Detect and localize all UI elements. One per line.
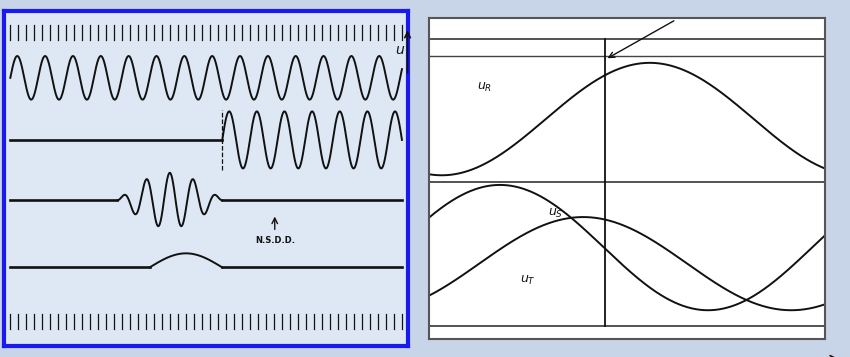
Text: $u_T$: $u_T$ xyxy=(520,274,536,287)
Text: $u_R$: $u_R$ xyxy=(477,81,492,94)
Text: u: u xyxy=(395,43,404,57)
Text: N.S.D.D.: N.S.D.D. xyxy=(255,236,295,245)
Text: $u_S$: $u_S$ xyxy=(547,206,563,220)
